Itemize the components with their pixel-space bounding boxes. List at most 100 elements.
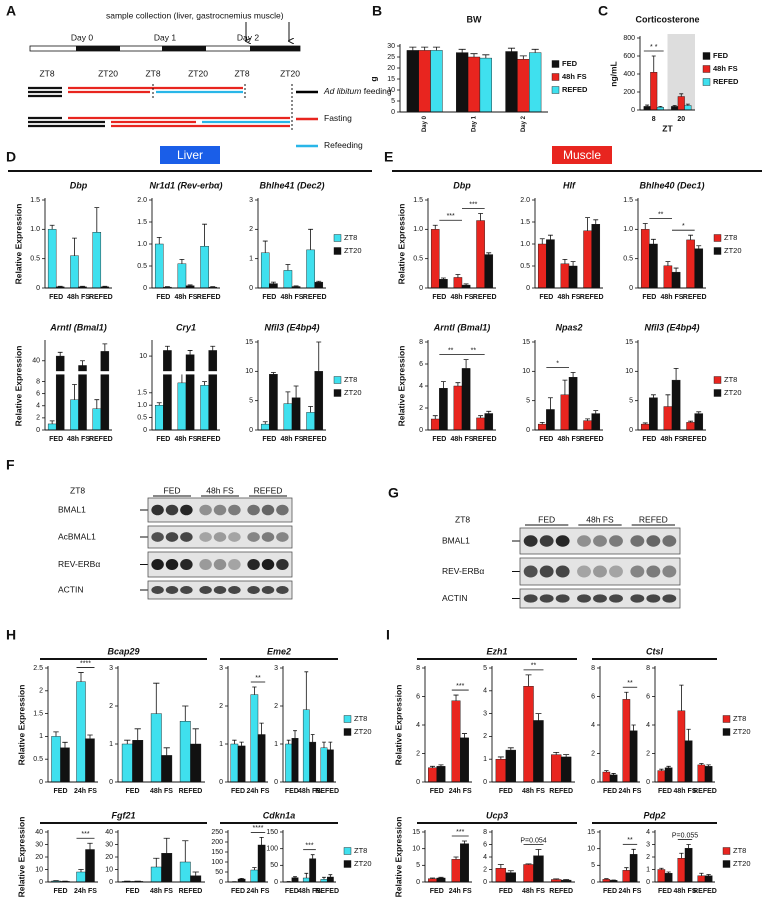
error-bar (666, 871, 671, 874)
blot-band (276, 586, 289, 594)
blot-timepoint: ZT8 (455, 514, 470, 524)
x-tick-label: 48h FS (298, 788, 321, 795)
bar (428, 878, 437, 883)
y-tick-label: 40 (32, 358, 40, 365)
chart: 0 1 2 3 FED 48h FS REFED Bhlhe41 (Dec2) ZT8 ZT20 (249, 180, 361, 300)
bar (537, 243, 547, 289)
bar (476, 417, 485, 431)
error-bar (679, 684, 684, 711)
bar (85, 738, 95, 783)
error-bar (310, 854, 315, 859)
bar (664, 767, 673, 783)
panel-label: B (372, 3, 382, 19)
error-bar (239, 878, 244, 879)
x-tick-label: REFED (693, 888, 717, 895)
x-tick-label: REFED (580, 294, 604, 301)
error-bar (308, 406, 314, 413)
legend-label: FED (713, 51, 729, 60)
legend-label: ZT20 (733, 859, 751, 868)
bar (591, 223, 601, 289)
error-bar (685, 103, 690, 106)
x-tick-label: FED (156, 294, 170, 301)
bar (92, 408, 102, 431)
panel-label: F (6, 457, 15, 473)
y-tick-label: 0.5 (623, 256, 633, 263)
y-tick-label: 0 (416, 779, 420, 786)
x-tick-label: FED (49, 436, 63, 443)
error-bar (270, 281, 276, 284)
x-tick-label: 48h FS (298, 888, 321, 895)
y-tick-label: 30 (35, 841, 43, 848)
y-tick-label: 0 (646, 779, 650, 786)
bar (697, 875, 706, 883)
bar (430, 229, 440, 289)
chart-title: Ctsl (646, 646, 664, 656)
error-bar (631, 848, 636, 855)
x-tick-label: Day 1 (472, 115, 478, 132)
x-tick-label: 48h FS (67, 294, 90, 301)
error-bar (310, 734, 315, 743)
bar (121, 743, 133, 783)
bar (663, 406, 673, 431)
bar (643, 106, 651, 111)
y-tick-label: 2.0 (137, 197, 147, 204)
chart: 0 2 4 6 8 FED 48h FS REFED P=0.054 (483, 829, 575, 895)
x-tick-label: FED (262, 436, 276, 443)
error-bar (665, 394, 671, 407)
bar (47, 423, 57, 431)
dark-phase (250, 46, 300, 51)
blot-band (555, 565, 570, 578)
error-bar (642, 223, 648, 230)
legend-swatch (333, 234, 342, 242)
legend-label: ZT8 (733, 714, 746, 723)
x-tick-label: FED (432, 436, 446, 443)
x-tick-label: 48h FS (451, 436, 474, 443)
y-tick-label: 0 (274, 879, 278, 886)
bar (269, 283, 278, 289)
error-bar (535, 713, 542, 721)
blot-band (199, 586, 212, 594)
bar (460, 843, 469, 883)
y-tick-label: 0.5 (30, 256, 40, 263)
bar (250, 869, 259, 883)
error-bar (659, 867, 664, 870)
blot-band (228, 504, 241, 516)
y-tick-label: 10 (245, 368, 253, 375)
error-bar (156, 402, 162, 406)
error-bar (187, 350, 193, 355)
legend-swatch (551, 60, 560, 68)
bar (568, 265, 578, 289)
bar (418, 50, 431, 113)
error-bar (80, 285, 85, 287)
bar (657, 770, 666, 783)
blot-band (646, 535, 661, 547)
chart-title: Nfil3 (E4bp4) (264, 322, 319, 332)
x-tick-label: REFED (549, 788, 573, 795)
y-tick-label: 5 (416, 862, 420, 869)
x-tick-label: 24h FS (619, 788, 642, 795)
error-bar (458, 48, 466, 53)
bar (629, 854, 638, 883)
error-bar (62, 741, 68, 748)
y-tick-label: 2 (483, 733, 487, 740)
error-bar (453, 856, 459, 860)
significance-label: *** (469, 201, 477, 208)
blot-band (199, 532, 212, 542)
blot-band (662, 594, 677, 603)
y-axis-label: Relative Expression (16, 817, 26, 898)
chart: 0 5 10 15 FED 48h FS REFED Nfil3 (E4bp4) ZT8 ZT20 (245, 322, 361, 442)
bar (704, 875, 713, 883)
legend-swatch (702, 65, 711, 73)
bar (560, 394, 570, 431)
x-tick-label: REFED (693, 788, 717, 795)
blot-band (199, 504, 212, 516)
error-bar (570, 261, 576, 266)
y-tick-label: 4 (483, 854, 487, 861)
y-tick-label: 0 (219, 779, 223, 786)
day-label: Day 2 (237, 32, 259, 42)
error-bar (438, 764, 444, 767)
x-tick-label: FED (603, 788, 617, 795)
blot-row-label: REV-ERBα (58, 559, 100, 569)
